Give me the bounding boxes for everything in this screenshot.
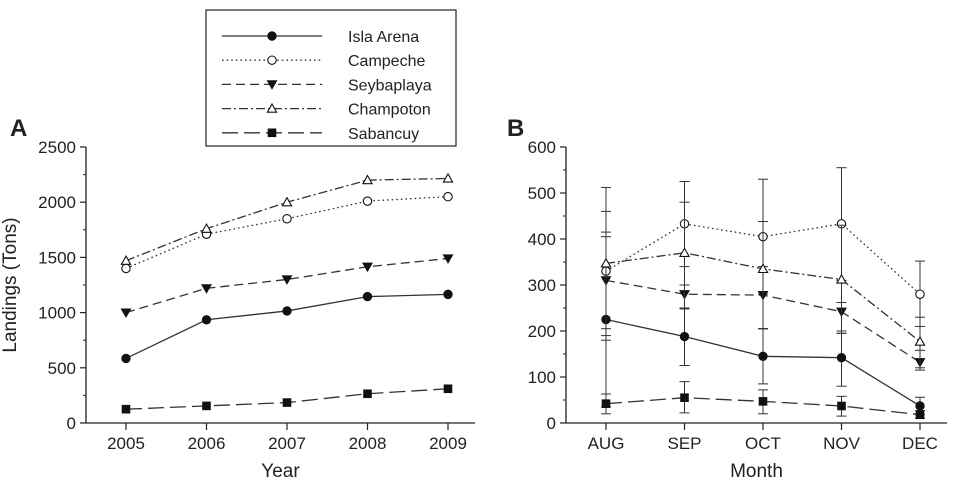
panel-letter-b: B — [507, 115, 524, 142]
data-point-isla-arena — [121, 353, 131, 364]
series-sabancuy — [121, 384, 453, 414]
legend-marker-campeche — [267, 55, 277, 65]
x-tick-label: AUG — [588, 434, 625, 453]
data-point-sabancuy — [680, 393, 689, 402]
x-tick-label: 2007 — [268, 434, 306, 453]
data-point-sabancuy — [363, 389, 372, 399]
data-point-champoton — [757, 263, 769, 274]
y-tick-label: 2000 — [38, 193, 76, 212]
data-point-sabancuy — [837, 401, 846, 411]
data-point-isla-arena — [915, 401, 925, 411]
y-tick-label: 1500 — [38, 248, 76, 267]
data-point-isla-arena — [758, 351, 768, 361]
data-point-champoton — [120, 254, 132, 265]
x-tick-label: OCT — [745, 434, 781, 453]
x-tick-label: 2008 — [349, 434, 387, 453]
y-tick-label: 400 — [528, 230, 556, 249]
legend-label-champoton: Champoton — [348, 102, 431, 119]
legend-marker-isla-arena — [267, 31, 277, 41]
legend-label-isla-arena: Isla Arena — [348, 29, 419, 46]
x-tick-label: 2006 — [188, 434, 226, 453]
data-point-seybaplaya — [362, 262, 373, 273]
data-point-sabancuy — [915, 410, 925, 420]
x-tick-label: SEP — [667, 434, 701, 453]
data-point-isla-arena — [443, 289, 453, 300]
y-tick-label: 0 — [67, 414, 76, 433]
series-line-seybaplaya — [125, 257, 449, 314]
series-champoton — [600, 186, 926, 369]
data-point-campeche — [121, 263, 131, 274]
y-tick-label: 600 — [528, 138, 556, 157]
x-axis-title: Year — [261, 461, 300, 480]
data-point-champoton — [281, 196, 293, 207]
panel-letter-a: A — [10, 115, 27, 142]
data-point-campeche — [282, 214, 292, 224]
data-point-seybaplaya — [281, 275, 293, 285]
data-point-sabancuy — [758, 397, 768, 406]
series-line-campeche — [125, 196, 449, 270]
data-point-isla-arena — [362, 291, 373, 302]
legend-box — [205, 9, 457, 147]
legend-marker-sabancuy — [267, 128, 277, 138]
data-point-campeche — [362, 196, 373, 206]
y-tick-label: 2500 — [38, 138, 76, 157]
data-point-campeche — [443, 191, 453, 202]
y-axis-title: Landings (Tons) — [0, 217, 21, 352]
series-isla-arena — [121, 289, 453, 364]
data-point-champoton — [835, 273, 848, 284]
data-point-champoton — [442, 172, 454, 183]
panel-b: B 0 100 200 300 400 500 600 AUG SEP OCT NOV DEC Month — [507, 115, 947, 480]
y-tick-label: 300 — [528, 276, 556, 295]
legend-label-sabancuy: Sabancuy — [348, 126, 419, 143]
data-point-champoton — [361, 174, 374, 185]
legend-marker-seybaplaya — [266, 80, 278, 90]
data-point-sabancuy — [202, 401, 211, 411]
data-point-seybaplaya — [442, 254, 454, 264]
series-seybaplaya — [120, 254, 454, 319]
y-tick-label: 200 — [528, 322, 556, 341]
y-tick-label: 100 — [528, 368, 556, 387]
legend-marker-champoton — [266, 102, 278, 113]
data-point-isla-arena — [201, 315, 212, 325]
data-point-champoton — [914, 335, 926, 346]
x-tick-label: 2009 — [429, 434, 467, 453]
series-line-isla-arena — [125, 293, 449, 360]
data-point-sabancuy — [601, 399, 611, 408]
panel-a: A 0 500 1000 1500 2000 2500 2005 2006 2007 2008 200… — [0, 115, 475, 480]
legend-label-seybaplaya: Seybaplaya — [348, 77, 432, 94]
x-tick-label: NOV — [823, 434, 861, 453]
data-point-champoton — [600, 257, 612, 268]
legend: Isla Arena Campeche Seybaplaya Champoton Sab… — [205, 9, 457, 147]
series-champoton — [120, 172, 454, 265]
data-point-sabancuy — [282, 398, 292, 407]
data-point-champoton — [200, 222, 213, 233]
data-point-campeche — [915, 289, 925, 299]
series-sabancuy — [601, 381, 925, 420]
y-tick-label: 1000 — [38, 304, 76, 323]
y-tick-label: 500 — [48, 359, 76, 378]
legend-label-campeche: Campeche — [348, 53, 425, 70]
y-tick-label: 0 — [547, 414, 556, 433]
data-point-sabancuy — [443, 384, 453, 394]
data-point-isla-arena — [282, 306, 292, 316]
data-point-seybaplaya — [120, 308, 132, 319]
data-point-sabancuy — [121, 404, 131, 414]
data-point-seybaplaya — [201, 284, 212, 294]
data-point-isla-arena — [836, 352, 847, 363]
x-axis-title: Month — [730, 461, 783, 480]
x-tick-label: 2005 — [107, 434, 145, 453]
data-point-isla-arena — [679, 331, 690, 342]
data-point-champoton — [678, 247, 691, 257]
x-tick-label: DEC — [902, 434, 938, 453]
y-tick-label: 500 — [528, 184, 556, 203]
